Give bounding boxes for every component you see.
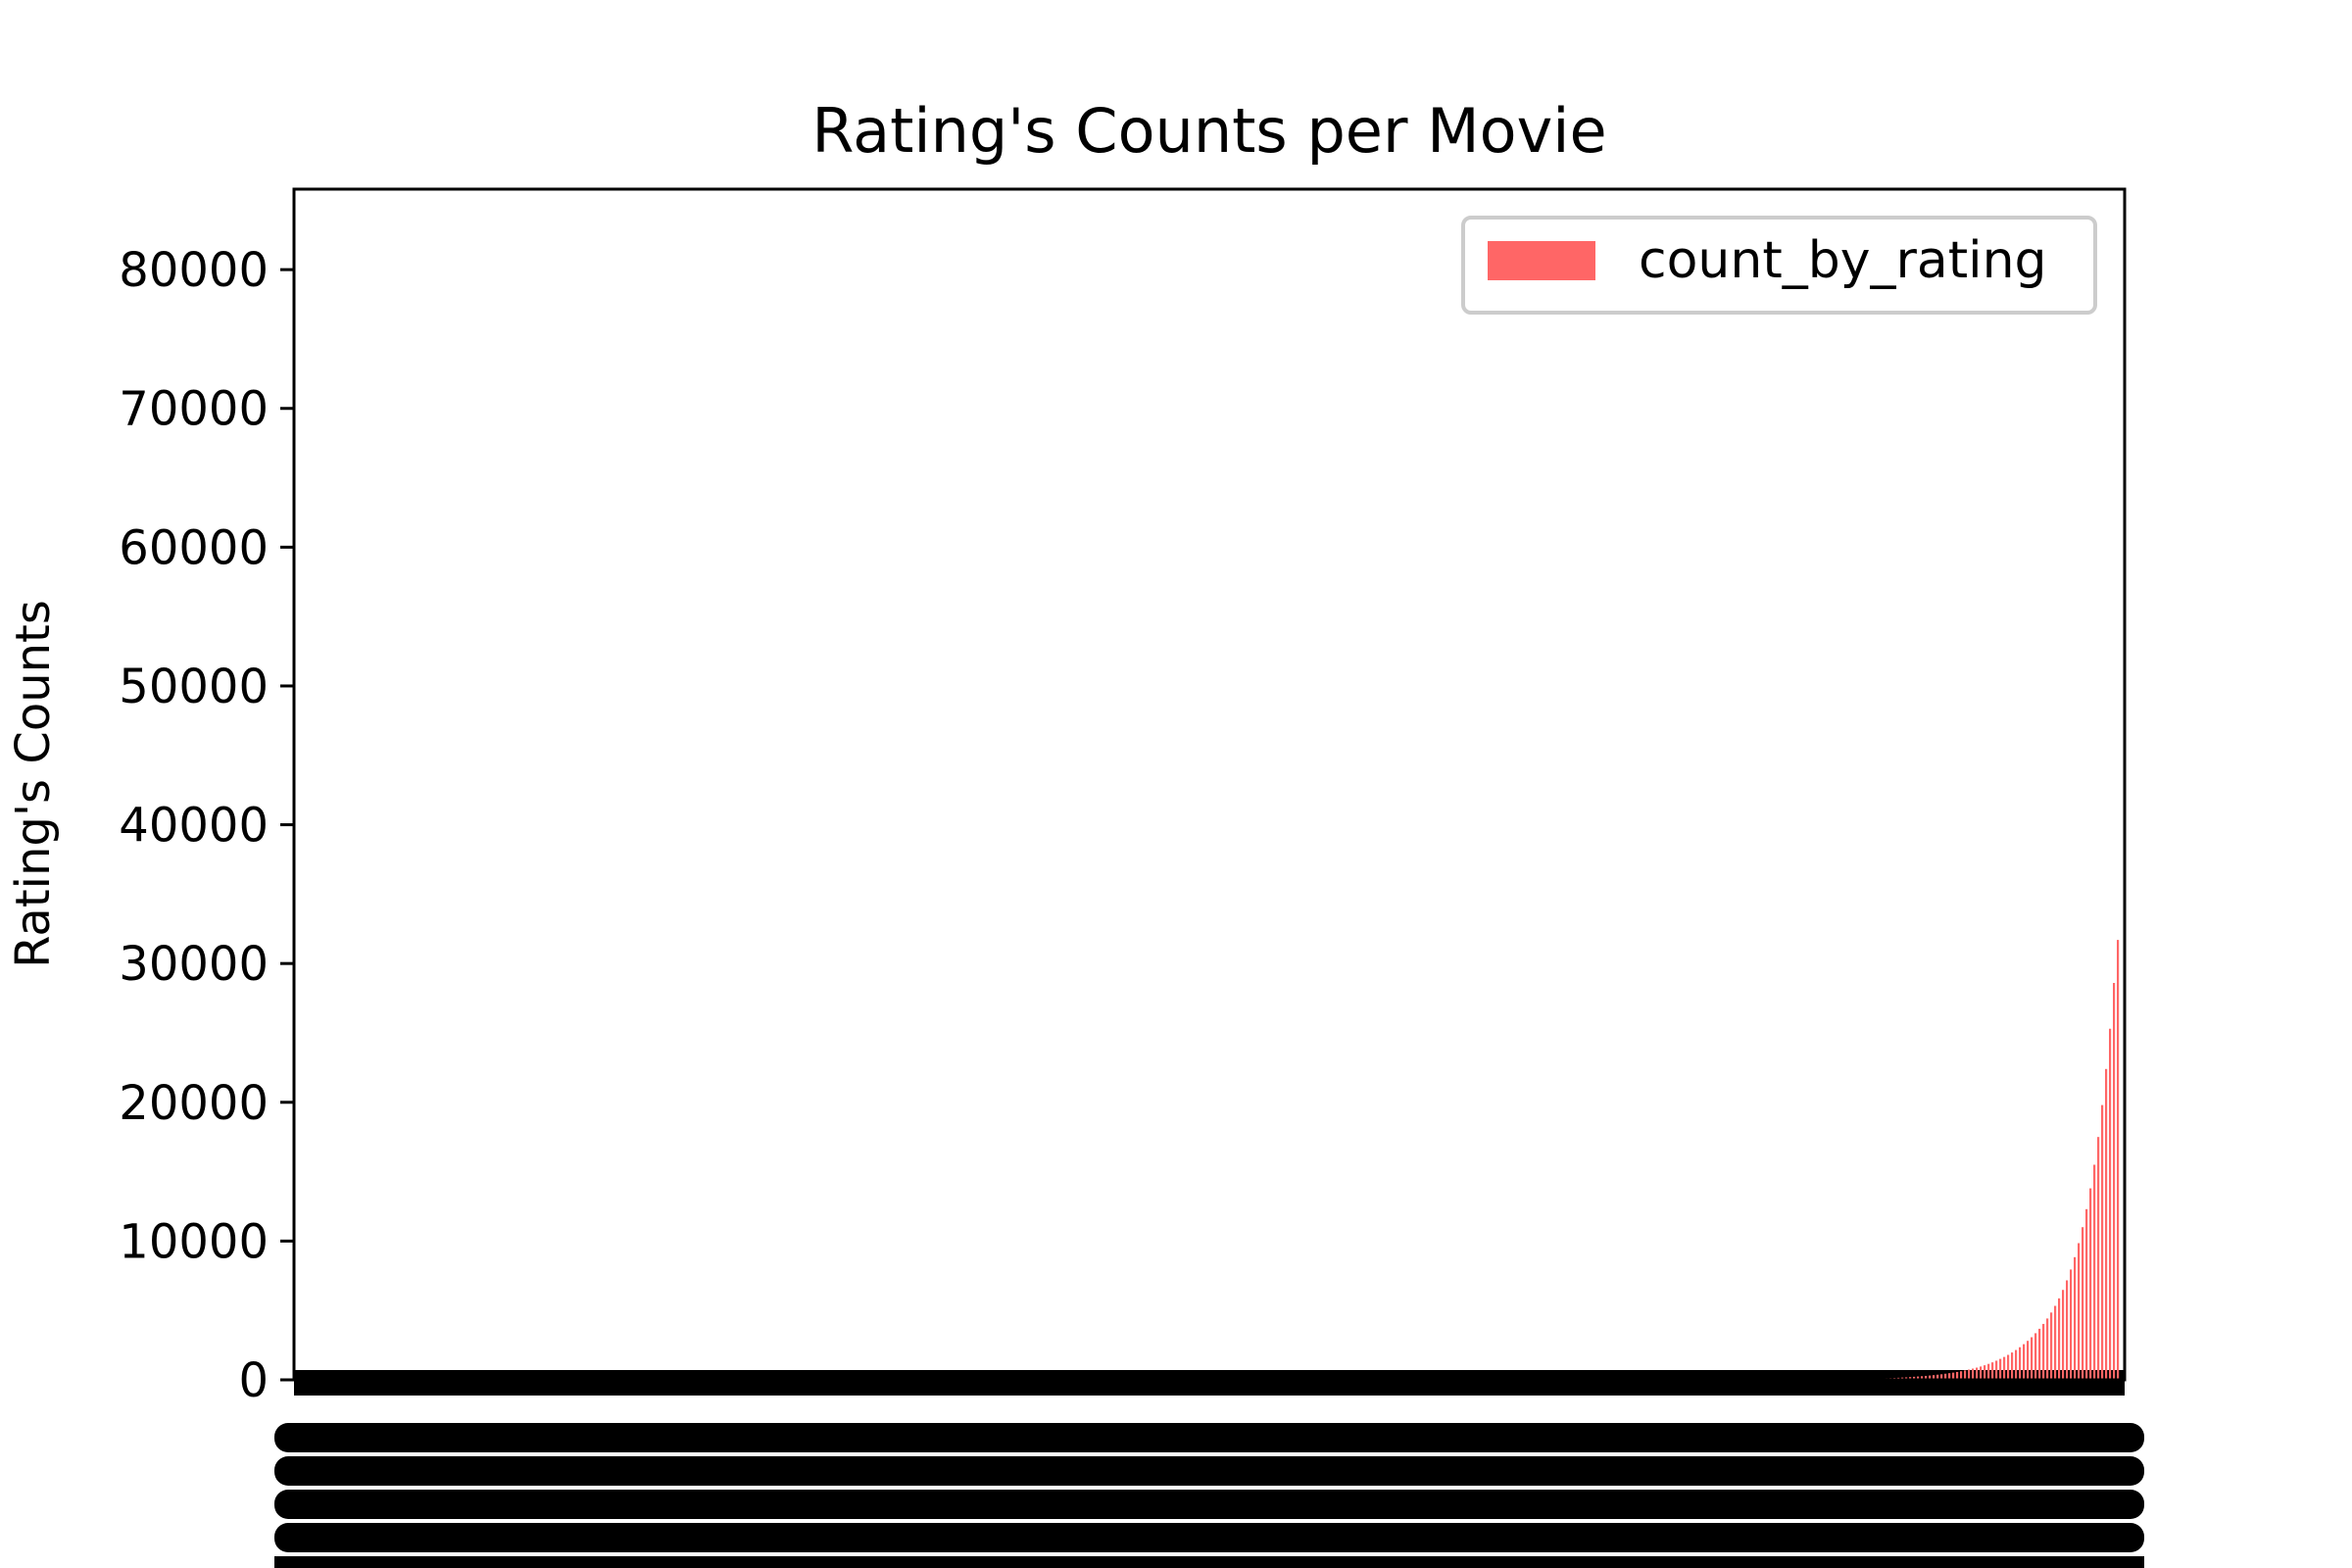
bar <box>1944 1373 1947 1380</box>
legend-label-count_by_rating: count_by_rating <box>1639 231 2047 290</box>
bar <box>2058 1298 2061 1380</box>
bar <box>1984 1365 1986 1380</box>
bar <box>1933 1375 1936 1380</box>
bar <box>2082 1227 2084 1380</box>
bar <box>2117 940 2120 1380</box>
bar <box>2011 1352 2014 1380</box>
bar <box>1925 1375 1928 1380</box>
y-tick-label: 0 <box>238 1353 269 1408</box>
bar <box>1929 1375 1932 1380</box>
bar <box>1991 1362 1994 1380</box>
x-tick-marks <box>294 1370 2125 1396</box>
bar <box>2054 1305 2057 1380</box>
bar <box>2078 1243 2081 1380</box>
y-tick-label: 60000 <box>119 520 269 575</box>
bar <box>1980 1366 1983 1380</box>
bar <box>2023 1344 2026 1380</box>
x-tick-label <box>274 1490 2144 1519</box>
y-tick-label: 20000 <box>119 1076 269 1131</box>
bar <box>2113 983 2116 1380</box>
y-axis: 0 10000 20000 30000 40000 50000 60000 70000 8000… <box>119 243 294 1408</box>
y-tick-label: 50000 <box>119 660 269 714</box>
bar <box>2062 1290 2065 1380</box>
x-tick-label <box>274 1456 2144 1486</box>
bar <box>1948 1373 1951 1380</box>
legend-patch-count_by_rating <box>1488 241 1595 280</box>
bar <box>1956 1371 1959 1380</box>
bar <box>1964 1370 1967 1380</box>
y-tick-label: 40000 <box>119 799 269 854</box>
bar <box>2031 1337 2034 1380</box>
bar <box>1917 1376 1920 1380</box>
bar <box>2007 1354 2010 1380</box>
y-tick-label: 80000 <box>119 243 269 298</box>
bar <box>2074 1256 2077 1380</box>
bar <box>2089 1188 2092 1380</box>
bar <box>2109 1028 2112 1380</box>
bar <box>2070 1269 2073 1380</box>
bar <box>1968 1369 1971 1380</box>
y-tick-label: 30000 <box>119 937 269 992</box>
bar <box>2019 1347 2022 1380</box>
bar <box>2101 1104 2104 1380</box>
bar <box>2034 1333 2037 1380</box>
bar <box>2105 1068 2108 1380</box>
bar <box>1921 1376 1924 1380</box>
bar <box>2050 1312 2053 1380</box>
bar <box>1936 1374 1939 1380</box>
legend-frame <box>1461 216 2097 315</box>
bar <box>1972 1368 1975 1380</box>
plot-area: 0 10000 20000 30000 40000 50000 60000 70000 8000… <box>119 187 2144 1568</box>
chart-title: Rating's Counts per Movie <box>811 95 1606 167</box>
bar <box>2038 1328 2041 1380</box>
bar <box>2042 1323 2045 1380</box>
legend: count_by_rating <box>1461 216 2097 315</box>
bar <box>1940 1374 1943 1380</box>
bar <box>2097 1137 2100 1380</box>
y-tick-label: 70000 <box>119 382 269 437</box>
y-tick-label: 10000 <box>119 1214 269 1269</box>
bar <box>1987 1363 1990 1380</box>
axes-frame <box>292 187 2127 1382</box>
bar <box>2066 1280 2069 1380</box>
bar <box>2003 1356 2006 1380</box>
y-axis-label: Rating's Counts <box>6 600 61 968</box>
bar <box>1995 1360 1998 1380</box>
x-tick-labels <box>274 1370 2144 1568</box>
bar <box>1976 1367 1979 1380</box>
x-tick-label <box>274 1523 2144 1552</box>
bar <box>2015 1349 2018 1380</box>
bar <box>1913 1376 1916 1380</box>
bar <box>1960 1371 1963 1380</box>
x-tick-label <box>274 1423 2144 1452</box>
bar <box>2093 1164 2096 1380</box>
x-tick-label <box>274 1556 2144 1568</box>
bar <box>1999 1358 2002 1380</box>
bar <box>2085 1208 2088 1380</box>
bar <box>1952 1372 1955 1380</box>
bar <box>2027 1341 2030 1380</box>
bars <box>1862 940 2120 1380</box>
bar <box>2046 1318 2049 1380</box>
